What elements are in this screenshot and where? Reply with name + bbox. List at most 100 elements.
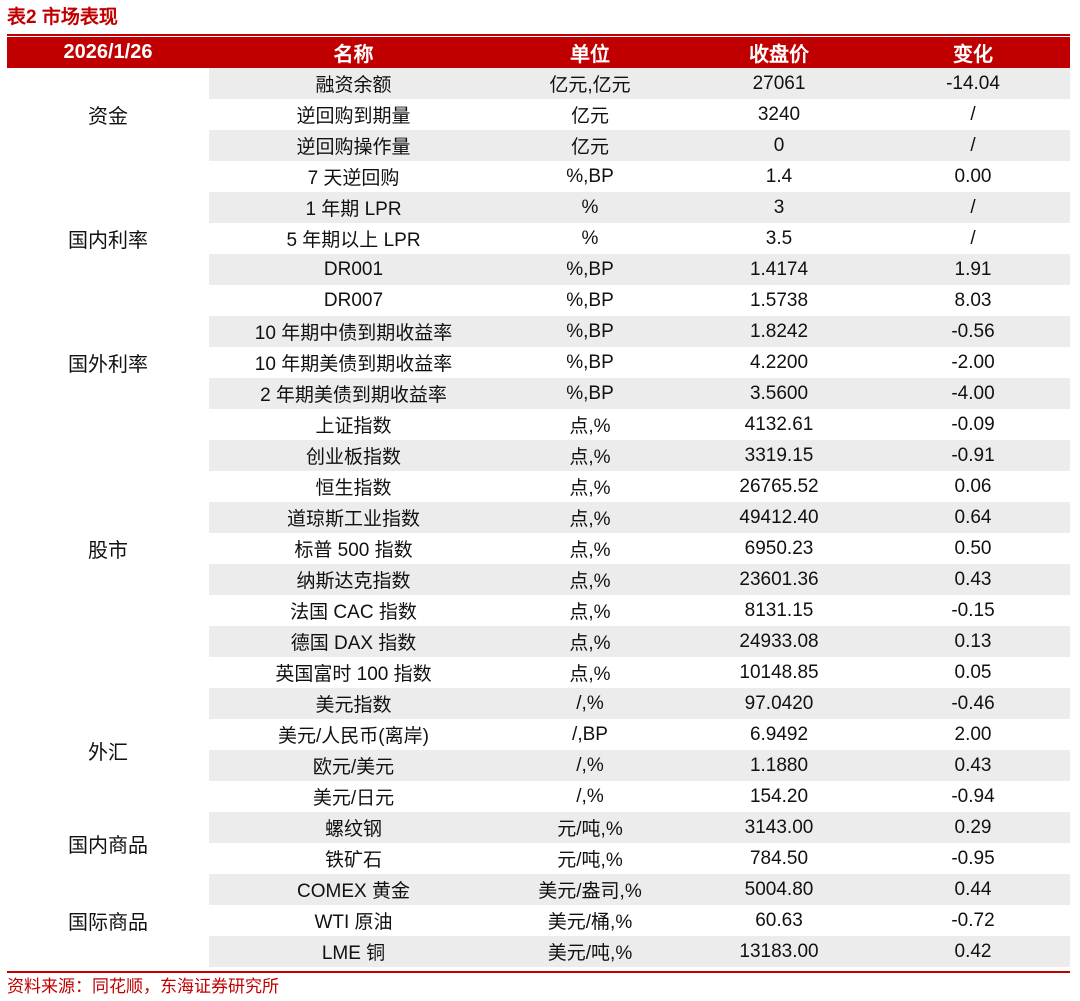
- table-row: 德国 DAX 指数 点,% 24933.08 0.13: [7, 626, 1070, 657]
- change-cell: /: [876, 192, 1070, 223]
- name-cell: 铁矿石: [324, 850, 382, 871]
- unit-cell: 点,%: [498, 502, 682, 533]
- change-cell: 2.00: [954, 723, 992, 745]
- change-cell: -0.94: [951, 785, 995, 807]
- table-body: 资金 融资余额 亿元,亿元 27061 -14.04 逆回购到期量 亿元 3240/逆回购操作…: [7, 68, 1070, 967]
- table-row: 逆回购操作量 亿元 0/: [7, 130, 1070, 161]
- close-cell: 1.5738: [749, 289, 809, 311]
- name-cell: 上证指数: [315, 416, 392, 437]
- table-row: 恒生指数 点,% 26765.52 0.06: [7, 471, 1070, 502]
- table-row: 英国富时 100 指数 点,% 10148.85 0.05: [7, 657, 1070, 688]
- unit-cell: 亿元,亿元: [498, 68, 682, 99]
- change-cell: 0.42: [876, 936, 1070, 967]
- change-cell: 0.43: [876, 564, 1070, 595]
- unit-cell: 点,%: [569, 602, 611, 623]
- table-row: 外汇 美元指数/,% 97.0420 -0.46: [7, 688, 1070, 812]
- close-cell: 5004.80: [682, 874, 876, 905]
- change-cell: 0.50: [954, 537, 992, 559]
- name-cell: 法国 CAC 指数: [290, 602, 417, 623]
- change-cell: 0.13: [876, 626, 1070, 657]
- change-cell: 1.91: [876, 254, 1070, 285]
- change-cell: 0.44: [876, 874, 1070, 905]
- name-cell: 逆回购操作量: [209, 130, 498, 161]
- name-cell: 美元/日元: [312, 788, 395, 809]
- unit-cell: 亿元: [570, 106, 609, 127]
- table-row: WTI 原油 美元/桶,% 60.63 -0.72: [7, 905, 1070, 936]
- category-cell: 外汇: [7, 688, 209, 812]
- unit-cell: %: [498, 192, 682, 223]
- category-cell: 国内利率: [7, 161, 209, 316]
- table-row: 创业板指数 点,% 3319.15 -0.91: [7, 440, 1070, 471]
- table-row: 法国 CAC 指数 点,% 8131.15 -0.15: [7, 595, 1070, 626]
- unit-cell: 点,%: [498, 626, 682, 657]
- close-cell: 13183.00: [682, 936, 876, 967]
- change-cell: -0.56: [876, 316, 1070, 347]
- change-cell: -0.91: [876, 440, 1070, 471]
- close-cell: 154.20: [749, 785, 809, 807]
- header-change: 变化: [876, 37, 1070, 68]
- unit-cell: /,%: [498, 688, 682, 719]
- unit-cell: 点,%: [498, 564, 682, 595]
- unit-cell: 点,%: [569, 478, 611, 499]
- unit-cell: /,%: [498, 750, 682, 781]
- change-cell: -2.00: [951, 351, 995, 373]
- unit-cell: %,BP: [566, 289, 614, 311]
- name-cell: 5 年期以上 LPR: [286, 230, 421, 251]
- table-caption: 表2 市场表现: [7, 7, 118, 28]
- change-cell: 0.00: [954, 165, 992, 187]
- change-cell: 0.64: [876, 502, 1070, 533]
- name-cell: 7 天逆回购: [307, 168, 400, 189]
- close-cell: 0: [682, 130, 876, 161]
- unit-cell: /,%: [576, 785, 604, 807]
- table-row: 2 年期美债到期收益率 %,BP 3.5600 -4.00: [7, 378, 1070, 409]
- category-cell: 国际商品: [7, 874, 209, 967]
- header-unit: 单位: [498, 37, 682, 68]
- change-cell: 8.03: [954, 289, 992, 311]
- name-cell: 1 年期 LPR: [209, 192, 498, 223]
- footer-rule: [7, 971, 1070, 973]
- change-cell: -0.95: [951, 847, 995, 869]
- unit-cell: 点,%: [569, 416, 611, 437]
- name-cell: 德国 DAX 指数: [209, 626, 498, 657]
- table-row: 国外利率 10 年期中债到期收益率 %,BP 1.8242 -0.56: [7, 316, 1070, 409]
- name-cell: 欧元/美元: [209, 750, 498, 781]
- table-row: 逆回购到期量 亿元 3240 /: [7, 99, 1070, 130]
- unit-cell: 元/吨,%: [498, 812, 682, 843]
- table-row: 国内利率 7 天逆回购 %,BP 1.4 0.00: [7, 161, 1070, 316]
- unit-cell: 元/吨,%: [557, 850, 623, 871]
- market-table: 2026/1/26 名称 单位 收盘价 变化 资金 融资余额 亿元,亿元 27061-…: [7, 37, 1070, 967]
- table-row: 国际商品 COMEX 黄金 美元/盎司,% 5004.80 0.44: [7, 874, 1070, 967]
- unit-cell: 点,%: [498, 440, 682, 471]
- unit-cell: 美元/吨,%: [498, 936, 682, 967]
- close-cell: 60.63: [755, 909, 803, 931]
- close-cell: 6950.23: [744, 537, 814, 559]
- name-cell: 融资余额: [209, 68, 498, 99]
- close-cell: 97.0420: [682, 688, 876, 719]
- close-cell: 49412.40: [682, 502, 876, 533]
- name-cell: 英国富时 100 指数: [275, 664, 432, 685]
- close-cell: 26765.52: [739, 475, 819, 497]
- table-row: 美元/日元 /,% 154.20 -0.94: [7, 781, 1070, 812]
- name-cell: 美元指数: [209, 688, 498, 719]
- change-cell: /: [970, 227, 976, 249]
- change-cell: 0.29: [876, 812, 1070, 843]
- table-row: 标普 500 指数 点,% 6950.23 0.50: [7, 533, 1070, 564]
- close-cell: 3.5600: [682, 378, 876, 409]
- close-cell: 784.50: [749, 847, 809, 869]
- category-cell: 资金: [7, 68, 209, 161]
- close-cell: 3240: [757, 103, 801, 125]
- table-row: 道琼斯工业指数 点,% 49412.40 0.64: [7, 502, 1070, 533]
- change-cell: -4.00: [876, 378, 1070, 409]
- close-cell: 3319.15: [682, 440, 876, 471]
- close-cell: 8131.15: [744, 599, 814, 621]
- close-cell: 3: [682, 192, 876, 223]
- close-cell: 24933.08: [682, 626, 876, 657]
- table-row: DR007 %,BP 1.5738 8.03: [7, 285, 1070, 316]
- close-cell: 3.5: [765, 227, 793, 249]
- change-cell: 0.43: [876, 750, 1070, 781]
- name-cell: DR001: [209, 254, 498, 285]
- name-cell: 10 年期美债到期收益率: [254, 354, 453, 375]
- name-cell: 创业板指数: [209, 440, 498, 471]
- table-header-row: 2026/1/26 名称 单位 收盘价 变化: [7, 37, 1070, 68]
- source-note: 资料来源：同花顺，东海证券研究所: [7, 977, 279, 996]
